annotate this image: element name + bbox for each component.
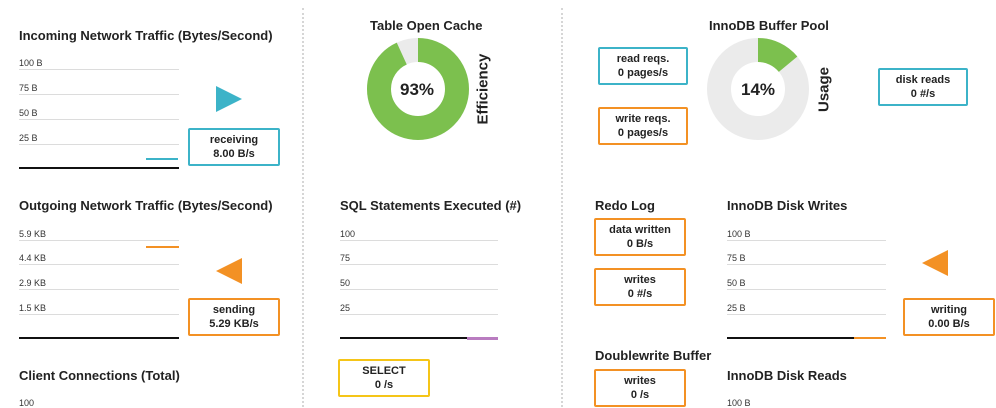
receiving-value: 8.00 B/s	[213, 148, 255, 160]
buffer-pool-percent: 14%	[741, 80, 776, 99]
grid-line	[340, 240, 498, 241]
tick-label: 50	[340, 278, 351, 288]
grid-line	[19, 289, 179, 290]
client-connections-title: Client Connections (Total)	[19, 368, 180, 383]
tick-label: 50 B	[19, 108, 38, 118]
writing-stat-box: writing 0.00 B/s	[903, 298, 995, 336]
grid-line	[727, 314, 886, 315]
redo-writes-box: writes 0 #/s	[594, 268, 686, 306]
buffer-pool-donut	[707, 38, 809, 140]
tick-label: 25 B	[727, 303, 746, 313]
chart-baseline	[340, 337, 498, 339]
write-reqs-value: 0 pages/s	[617, 127, 669, 139]
outgoing-series-line	[146, 246, 179, 248]
column-divider	[302, 8, 304, 407]
efficiency-label: Efficiency	[474, 53, 492, 125]
select-stat-box: SELECT 0 /s	[338, 359, 430, 397]
grid-line	[19, 264, 179, 265]
tick-label: 25 B	[19, 133, 38, 143]
disk-reads-label: disk reads	[895, 74, 951, 86]
innodb-disk-reads-title: InnoDB Disk Reads	[727, 368, 847, 383]
chart-baseline	[19, 167, 179, 169]
select-value: 0 /s	[374, 379, 394, 391]
tick-label: 5.9 KB	[19, 229, 47, 239]
disk-reads-box: disk reads 0 #/s	[878, 68, 968, 106]
tick-label: 100	[19, 398, 35, 408]
grid-line	[727, 289, 886, 290]
grid-line	[19, 144, 179, 145]
disk-reads-value: 0 #/s	[910, 88, 936, 100]
innodb-disk-writes-title: InnoDB Disk Writes	[727, 198, 848, 213]
tick-label: 75 B	[19, 83, 38, 93]
doublewrite-buffer-title: Doublewrite Buffer	[595, 348, 712, 363]
play-left-icon	[216, 258, 242, 284]
writing-label: writing	[930, 304, 968, 316]
usage-arc	[707, 38, 809, 140]
write-reqs-label: write reqs.	[615, 113, 671, 125]
grid-line	[340, 264, 498, 265]
table-open-cache-donut	[367, 38, 469, 140]
sending-value: 5.29 KB/s	[209, 318, 259, 330]
grid-line	[19, 119, 179, 120]
select-label: SELECT	[362, 365, 406, 377]
table-open-cache-title: Table Open Cache	[370, 18, 483, 33]
doublewrite-writes-value: 0 /s	[630, 389, 650, 401]
writing-value: 0.00 B/s	[928, 318, 970, 330]
chart-baseline	[727, 337, 886, 339]
data-written-box: data written 0 B/s	[594, 218, 686, 256]
innodb-buffer-pool-title: InnoDB Buffer Pool	[709, 18, 829, 33]
redo-writes-label: writes	[624, 274, 656, 286]
doublewrite-writes-box: writes 0 /s	[594, 369, 686, 407]
data-written-label: data written	[609, 224, 671, 236]
chart-baseline	[19, 337, 179, 339]
tick-label: 25	[340, 303, 351, 313]
read-reqs-box: read reqs. 0 pages/s	[598, 47, 688, 85]
play-right-icon	[216, 86, 242, 112]
writing-series-line	[854, 337, 886, 339]
grid-line	[19, 69, 179, 70]
sending-stat-box: sending 5.29 KB/s	[188, 298, 280, 336]
grid-line	[19, 94, 179, 95]
sql-statements-title: SQL Statements Executed (#)	[340, 198, 522, 213]
incoming-series-line	[146, 158, 178, 160]
receiving-stat-box: receiving 8.00 B/s	[188, 128, 280, 166]
redo-writes-value: 0 #/s	[627, 288, 653, 300]
write-reqs-box: write reqs. 0 pages/s	[598, 107, 688, 145]
tick-label: 100 B	[727, 229, 751, 239]
tick-label: 2.9 KB	[19, 278, 47, 288]
table-open-cache-percent: 93%	[400, 80, 435, 99]
play-left-icon	[922, 250, 948, 276]
redo-log-title: Redo Log	[595, 198, 655, 213]
data-written-value: 0 B/s	[626, 238, 654, 250]
grid-line	[727, 240, 886, 241]
incoming-traffic-title: Incoming Network Traffic (Bytes/Second)	[19, 28, 273, 43]
tick-label: 100 B	[19, 58, 43, 68]
column-divider	[561, 8, 563, 407]
efficiency-arc	[367, 38, 469, 140]
select-series-line	[467, 337, 498, 340]
grid-line	[19, 314, 179, 315]
tick-label: 50 B	[727, 278, 746, 288]
tick-label: 100	[340, 229, 356, 239]
grid-line	[19, 240, 179, 241]
receiving-label: receiving	[209, 134, 259, 146]
grid-line	[727, 264, 886, 265]
read-reqs-value: 0 pages/s	[617, 67, 669, 79]
grid-line	[340, 314, 498, 315]
outgoing-traffic-title: Outgoing Network Traffic (Bytes/Second)	[19, 198, 273, 213]
tick-label: 4.4 KB	[19, 253, 47, 263]
tick-label: 75 B	[727, 253, 746, 263]
grid-line	[340, 289, 498, 290]
usage-label: Usage	[815, 66, 833, 113]
sending-label: sending	[212, 304, 256, 316]
tick-label: 100 B	[727, 398, 751, 408]
tick-label: 75	[340, 253, 351, 263]
doublewrite-writes-label: writes	[624, 375, 656, 387]
tick-label: 1.5 KB	[19, 303, 47, 313]
read-reqs-label: read reqs.	[616, 53, 670, 65]
